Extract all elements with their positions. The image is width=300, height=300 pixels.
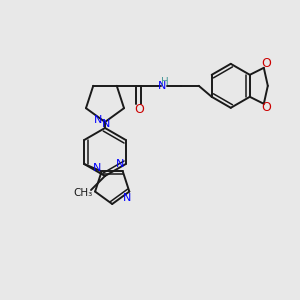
Text: H: H	[161, 77, 169, 87]
Text: CH₃: CH₃	[74, 188, 93, 198]
Text: O: O	[261, 57, 271, 70]
Text: N: N	[116, 159, 124, 169]
Text: N: N	[92, 164, 101, 173]
Text: N: N	[102, 119, 110, 129]
Text: O: O	[261, 101, 271, 114]
Text: N: N	[123, 193, 131, 202]
Text: O: O	[134, 103, 144, 116]
Text: N: N	[158, 81, 166, 91]
Text: N: N	[94, 115, 102, 125]
